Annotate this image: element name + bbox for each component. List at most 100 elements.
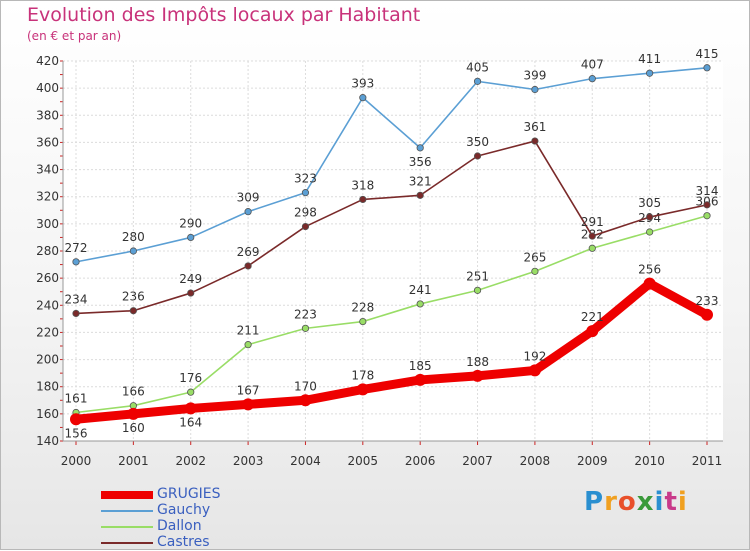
data-label: 280 bbox=[122, 230, 145, 244]
data-point bbox=[703, 201, 711, 209]
data-point bbox=[528, 364, 541, 377]
data-label: 221 bbox=[581, 310, 604, 324]
data-label: 272 bbox=[65, 241, 88, 255]
x-tick-label: 2009 bbox=[577, 454, 608, 468]
data-point bbox=[244, 262, 252, 270]
data-label: 407 bbox=[581, 58, 604, 72]
data-point bbox=[244, 208, 252, 216]
y-tick-label: 420 bbox=[36, 54, 59, 68]
data-point bbox=[643, 277, 656, 290]
data-point bbox=[187, 289, 195, 297]
y-tick-label: 260 bbox=[36, 271, 59, 285]
data-point bbox=[416, 144, 424, 152]
data-point bbox=[701, 308, 713, 321]
data-point bbox=[127, 407, 140, 420]
data-point bbox=[356, 383, 369, 396]
data-point bbox=[531, 137, 539, 145]
y-tick-label: 320 bbox=[36, 190, 59, 204]
data-point bbox=[299, 394, 312, 407]
y-tick-label: 140 bbox=[36, 434, 59, 448]
data-point bbox=[359, 317, 367, 326]
chart-title: Evolution des Impôts locaux par Habitant bbox=[27, 4, 421, 26]
data-label: 241 bbox=[409, 283, 432, 297]
data-point bbox=[646, 228, 654, 236]
data-label: 314 bbox=[696, 184, 719, 198]
y-tick-label: 300 bbox=[36, 217, 59, 231]
data-label: 223 bbox=[294, 307, 317, 321]
data-label: 233 bbox=[696, 294, 719, 308]
data-label: 399 bbox=[523, 69, 546, 83]
data-point bbox=[588, 75, 596, 83]
y-tick-label: 360 bbox=[36, 135, 59, 149]
data-point bbox=[301, 222, 310, 231]
logo-letter: P bbox=[584, 487, 605, 517]
data-label: 415 bbox=[696, 47, 719, 61]
data-label: 170 bbox=[294, 379, 317, 393]
data-label: 228 bbox=[351, 301, 374, 315]
x-tick-label: 2008 bbox=[520, 454, 551, 468]
x-tick-label: 2000 bbox=[61, 454, 92, 468]
data-label: 411 bbox=[638, 52, 661, 66]
y-tick-label: 380 bbox=[36, 108, 59, 122]
data-label: 269 bbox=[237, 245, 260, 259]
legend-label: Dallon bbox=[157, 518, 202, 534]
data-point bbox=[473, 286, 482, 294]
data-label: 156 bbox=[65, 426, 88, 440]
data-point bbox=[588, 244, 596, 252]
data-point bbox=[416, 191, 424, 199]
data-point bbox=[703, 64, 711, 72]
data-point bbox=[129, 247, 137, 255]
y-tick-label: 280 bbox=[36, 244, 59, 258]
data-label: 361 bbox=[523, 120, 546, 134]
data-point bbox=[359, 195, 367, 204]
y-tick-label: 240 bbox=[36, 298, 59, 312]
data-label: 291 bbox=[581, 215, 604, 229]
logo-letter: o bbox=[617, 487, 637, 517]
data-point bbox=[531, 267, 539, 275]
legend-label: Castres bbox=[157, 534, 210, 550]
data-label: 323 bbox=[294, 172, 317, 186]
logo-letter: i bbox=[677, 487, 688, 517]
y-tick-label: 180 bbox=[36, 380, 59, 394]
data-label: 176 bbox=[179, 371, 202, 385]
proxiti-logo: Proxiti bbox=[584, 487, 688, 517]
x-tick-label: 2004 bbox=[290, 454, 321, 468]
data-point bbox=[703, 212, 711, 220]
logo-letter: i bbox=[654, 487, 665, 517]
x-tick-label: 2011 bbox=[692, 454, 723, 468]
data-point bbox=[244, 341, 252, 349]
data-label: 405 bbox=[466, 60, 489, 74]
data-label: 256 bbox=[638, 263, 661, 277]
chart-subtitle: (en € et par an) bbox=[27, 29, 122, 43]
data-point bbox=[72, 309, 80, 318]
series-line-dallon bbox=[75, 214, 708, 414]
data-point bbox=[646, 213, 654, 221]
data-point bbox=[414, 373, 427, 386]
legend-swatch bbox=[101, 510, 153, 512]
data-label: 305 bbox=[638, 196, 661, 210]
data-point bbox=[471, 369, 484, 382]
y-tick-label: 400 bbox=[36, 81, 59, 95]
data-label: 321 bbox=[409, 174, 432, 188]
data-label: 318 bbox=[351, 178, 374, 192]
data-point bbox=[531, 85, 539, 94]
data-label: 166 bbox=[122, 385, 145, 399]
x-tick-label: 2003 bbox=[233, 454, 264, 468]
data-point bbox=[301, 324, 310, 332]
data-label: 160 bbox=[122, 421, 145, 435]
x-tick-label: 2006 bbox=[405, 454, 436, 468]
y-tick-label: 340 bbox=[36, 163, 59, 177]
data-label: 161 bbox=[65, 392, 88, 406]
legend-swatch bbox=[101, 526, 153, 528]
data-label: 251 bbox=[466, 269, 489, 283]
logo-letter: r bbox=[604, 487, 618, 517]
data-label: 249 bbox=[179, 272, 202, 286]
data-label: 188 bbox=[466, 355, 489, 369]
data-point bbox=[646, 69, 654, 77]
y-tick-label: 220 bbox=[36, 325, 59, 339]
series-line-castres bbox=[75, 140, 708, 315]
data-label: 164 bbox=[179, 415, 202, 429]
series-line-grugies bbox=[71, 279, 712, 424]
